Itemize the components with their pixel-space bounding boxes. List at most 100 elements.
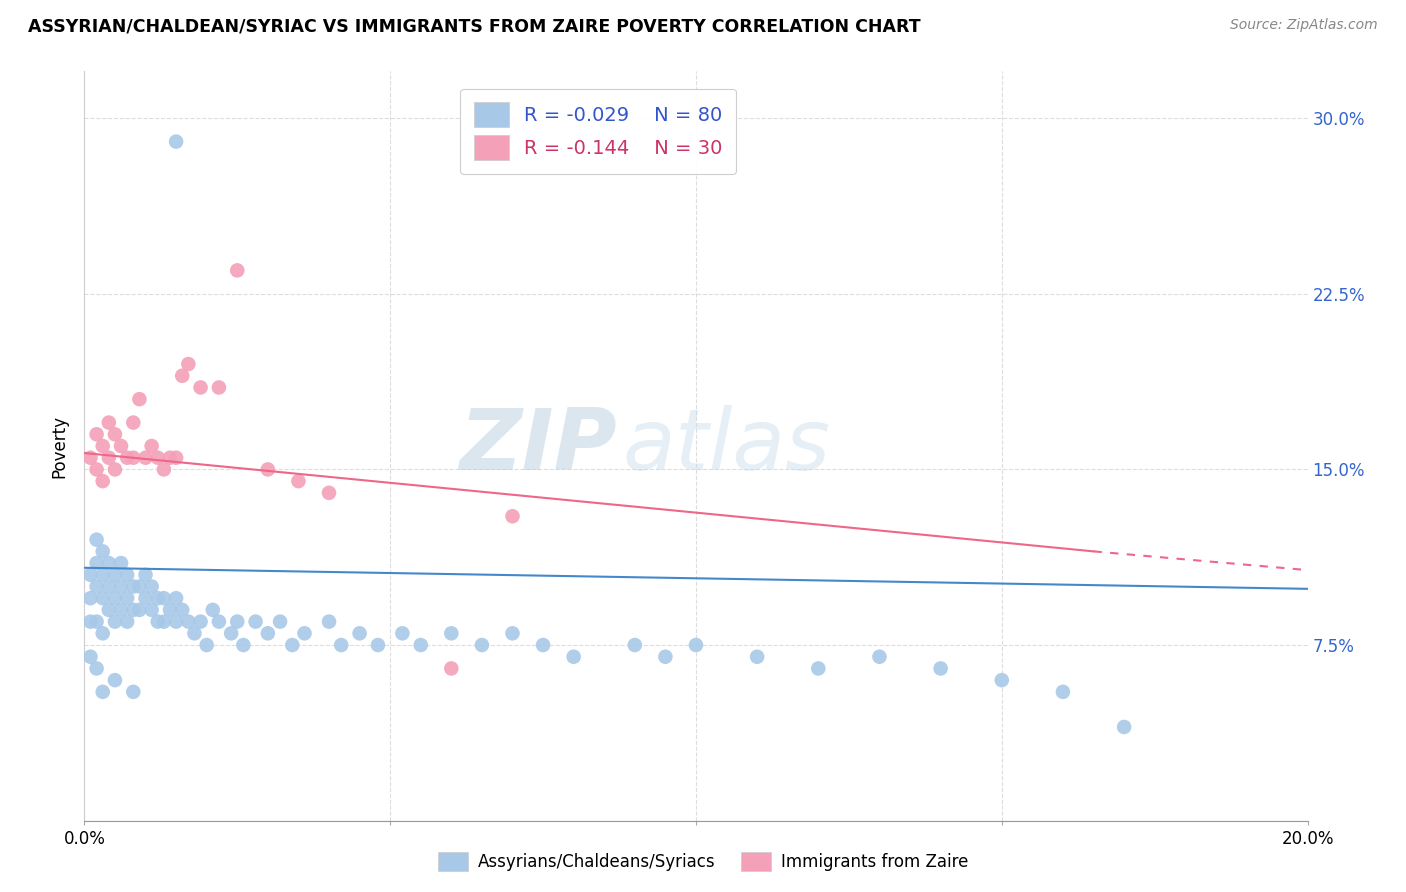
Text: ZIP: ZIP (458, 404, 616, 488)
Point (86, 462, 108, 476)
Point (201, 603, 224, 617)
Point (409, 638, 432, 652)
Point (159, 603, 181, 617)
Point (128, 603, 150, 617)
Point (122, 580, 145, 594)
Point (1052, 685, 1074, 699)
Point (79, 649, 101, 664)
Point (91, 474, 114, 488)
Point (104, 591, 127, 606)
Point (531, 638, 554, 652)
Point (86, 427, 108, 442)
Point (471, 638, 494, 652)
Point (97, 416, 120, 430)
Point (146, 615, 169, 629)
Point (177, 357, 200, 371)
Point (190, 380, 212, 394)
Text: ASSYRIAN/CHALDEAN/SYRIAC VS IMMIGRANTS FROM ZAIRE POVERTY CORRELATION CHART: ASSYRIAN/CHALDEAN/SYRIAC VS IMMIGRANTS F… (28, 18, 921, 36)
Point (104, 615, 127, 629)
Point (110, 439, 132, 453)
Point (183, 626, 205, 640)
Point (208, 615, 231, 629)
Point (367, 638, 389, 652)
Point (91, 591, 114, 606)
Point (91, 439, 114, 453)
Point (115, 450, 138, 465)
Point (287, 474, 309, 488)
Point (269, 615, 291, 629)
Point (165, 135, 187, 149)
Point (86, 615, 108, 629)
Point (153, 591, 176, 606)
Point (86, 556, 108, 570)
Point (128, 392, 150, 407)
Point (219, 626, 242, 640)
Point (294, 626, 316, 640)
Point (440, 626, 463, 640)
Point (807, 661, 830, 675)
Point (562, 649, 585, 664)
Point (91, 626, 114, 640)
Point (502, 626, 524, 640)
Text: Source: ZipAtlas.com: Source: ZipAtlas.com (1230, 18, 1378, 32)
Point (232, 638, 254, 652)
Point (330, 638, 353, 652)
Legend: Assyrians/Chaldeans/Syriacs, Immigrants from Zaire: Assyrians/Chaldeans/Syriacs, Immigrants … (430, 843, 976, 880)
Y-axis label: Poverty: Poverty (51, 415, 69, 477)
Point (135, 591, 157, 606)
Point (165, 615, 187, 629)
Point (104, 673, 127, 688)
Point (991, 673, 1014, 688)
Point (97, 580, 120, 594)
Point (135, 450, 157, 465)
Point (869, 649, 891, 664)
Point (128, 580, 150, 594)
Point (104, 567, 127, 582)
Point (208, 380, 231, 394)
Point (281, 638, 304, 652)
Point (177, 615, 200, 629)
Point (110, 556, 132, 570)
Point (86, 661, 108, 675)
Point (141, 580, 163, 594)
Point (257, 626, 280, 640)
Legend: R = -0.029    N = 80, R = -0.144    N = 30: R = -0.029 N = 80, R = -0.144 N = 30 (460, 88, 737, 174)
Point (115, 591, 138, 606)
Point (97, 556, 120, 570)
Point (141, 603, 163, 617)
Point (502, 509, 524, 524)
Point (159, 450, 181, 465)
Point (115, 615, 138, 629)
Point (391, 626, 413, 640)
Point (318, 485, 340, 500)
Point (122, 450, 145, 465)
Point (318, 615, 340, 629)
Point (141, 439, 163, 453)
Point (122, 603, 145, 617)
Point (654, 649, 676, 664)
Point (91, 544, 114, 558)
Point (110, 580, 132, 594)
Point (685, 638, 707, 652)
Point (226, 263, 249, 277)
Point (104, 427, 127, 442)
Point (122, 685, 145, 699)
Point (79, 450, 101, 465)
Point (115, 567, 138, 582)
Point (1114, 720, 1136, 734)
Point (747, 649, 769, 664)
Point (172, 603, 194, 617)
Point (79, 591, 101, 606)
Point (257, 462, 280, 476)
Text: atlas: atlas (623, 404, 831, 488)
Point (245, 615, 267, 629)
Point (190, 615, 212, 629)
Point (110, 603, 132, 617)
Point (624, 638, 647, 652)
Point (135, 567, 157, 582)
Point (86, 533, 108, 547)
Point (79, 615, 101, 629)
Point (97, 603, 120, 617)
Point (195, 638, 218, 652)
Point (929, 661, 952, 675)
